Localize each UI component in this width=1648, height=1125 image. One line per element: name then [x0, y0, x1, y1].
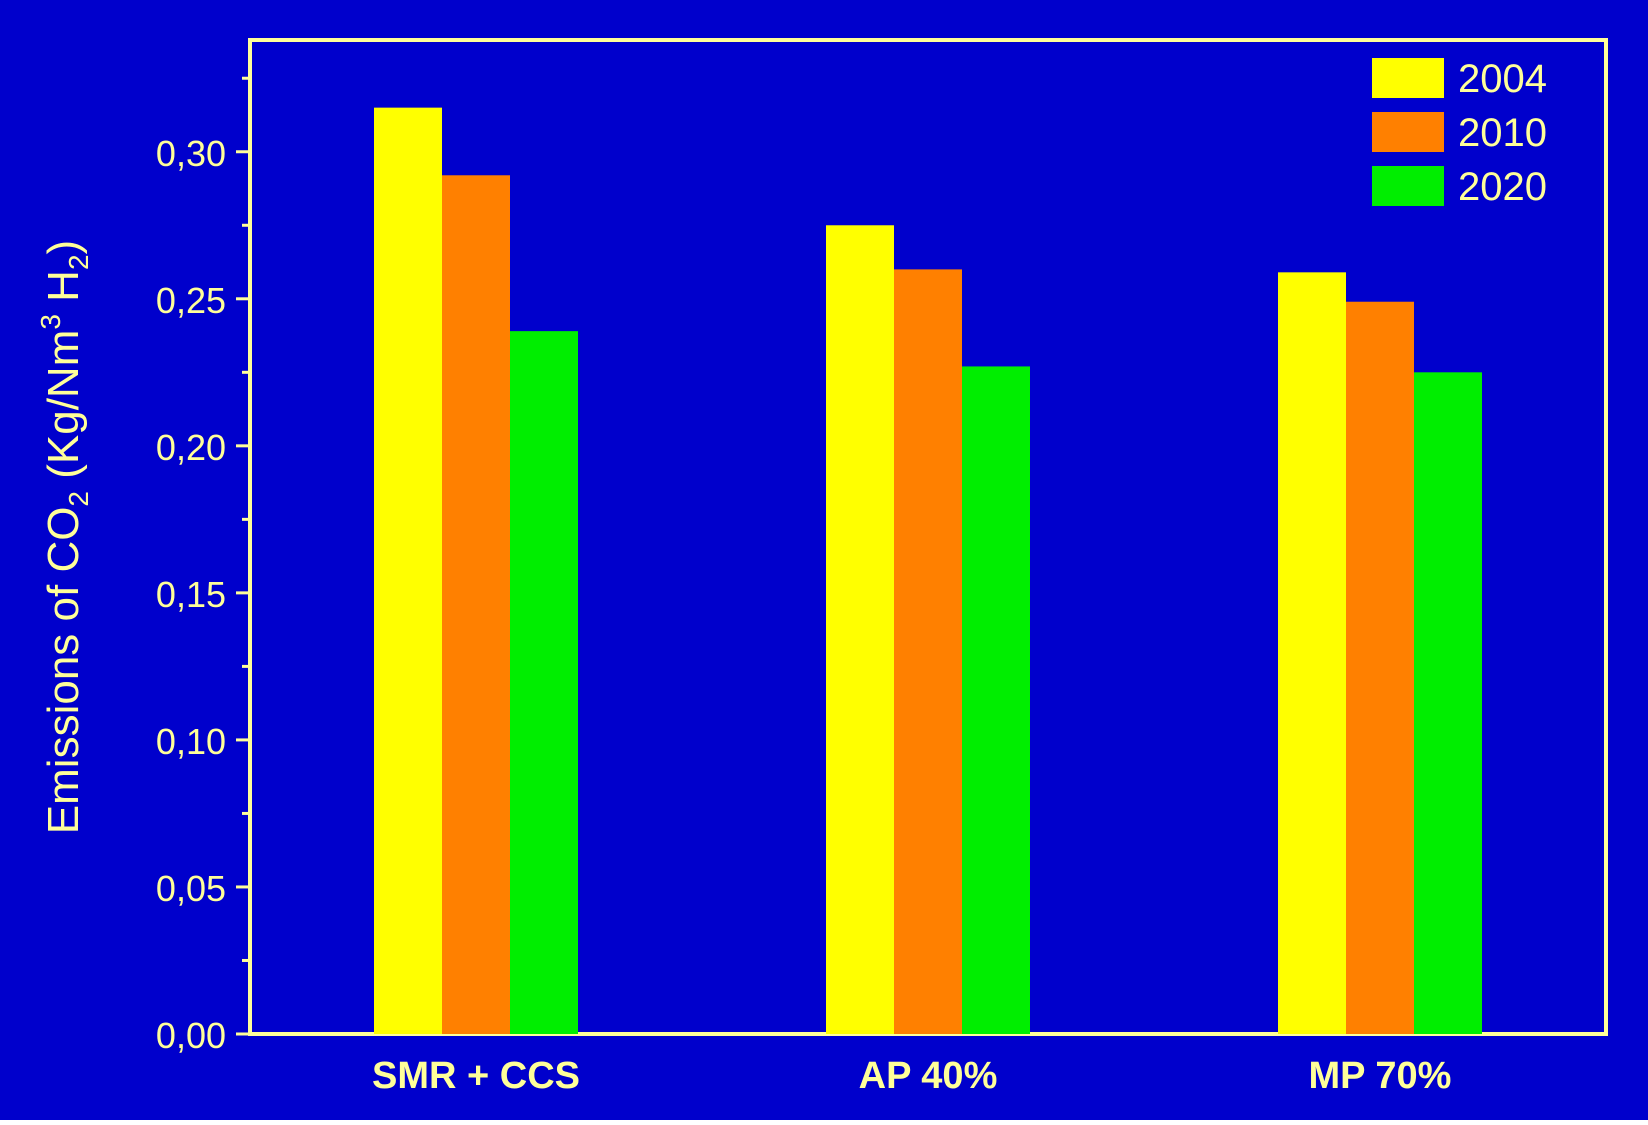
y-tick-label: 0,05 — [156, 868, 226, 909]
y-axis-label-prefix: Emissions of CO — [39, 507, 88, 835]
y-tick-label: 0,20 — [156, 427, 226, 468]
y-axis-label-close: ) — [39, 240, 88, 255]
bar-2010-0 — [442, 175, 510, 1035]
bars-layer — [374, 107, 1482, 1035]
bar-2004-2 — [1278, 272, 1346, 1034]
y-axis-ticks: 0,00 0,05 0,10 0,15 0,20 0,25 0,30 — [156, 76, 250, 1056]
bar-2020-0 — [510, 331, 578, 1035]
y-axis-label: Emissions of CO2 (Kg/Nm3 H2) — [35, 240, 94, 834]
y-axis-label-unit: (Kg/Nm — [39, 330, 88, 491]
y-axis-label-co2-subscript: 2 — [63, 491, 94, 507]
legend: 2004 2010 2020 — [1372, 57, 1547, 209]
legend-swatch-2004 — [1372, 58, 1444, 98]
y-tick-label: 0,30 — [156, 133, 226, 174]
bar-2020-2 — [1414, 372, 1482, 1034]
legend-label-2010: 2010 — [1458, 111, 1547, 155]
bar-2020-1 — [962, 366, 1030, 1034]
y-tick-label: 0,10 — [156, 721, 226, 762]
legend-swatch-2020 — [1372, 166, 1444, 206]
bar-2004-0 — [374, 107, 442, 1035]
legend-label-2020: 2020 — [1458, 165, 1547, 209]
bar-2010-2 — [1346, 301, 1414, 1034]
x-axis-labels: SMR + CCS AP 40% MP 70% — [372, 1055, 1451, 1097]
y-axis-label-nm-superscript: 3 — [35, 314, 66, 330]
bar-2010-1 — [894, 269, 962, 1034]
x-category-label: AP 40% — [859, 1055, 998, 1097]
legend-swatch-2010 — [1372, 112, 1444, 152]
y-axis-label-h-subscript: 2 — [63, 254, 94, 270]
y-tick-label: 0,15 — [156, 574, 226, 615]
bar-2004-1 — [826, 225, 894, 1034]
y-tick-label: 0,00 — [156, 1015, 226, 1056]
legend-label-2004: 2004 — [1458, 57, 1547, 101]
y-tick-label: 0,25 — [156, 280, 226, 321]
y-axis-label-h: H — [39, 270, 88, 314]
x-category-label: MP 70% — [1309, 1055, 1452, 1097]
x-category-label: SMR + CCS — [372, 1055, 580, 1097]
